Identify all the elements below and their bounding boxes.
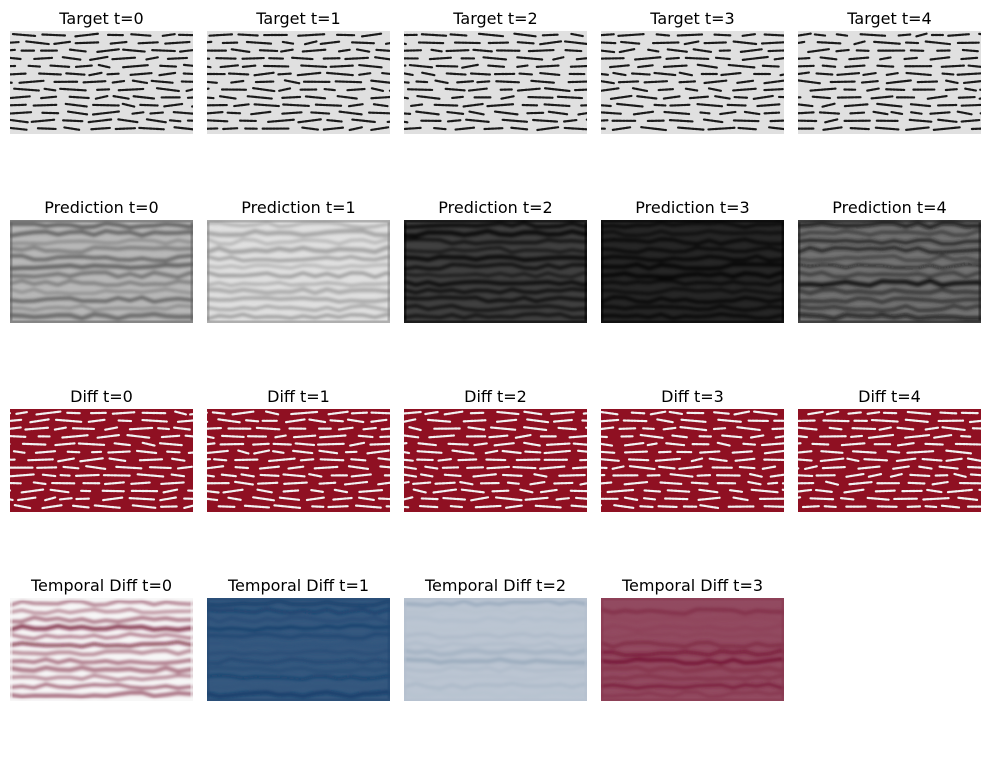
temporal-diff-image — [10, 598, 193, 701]
target-panel-title: Target t=2 — [453, 9, 538, 28]
temporal-diff-panel-title: Temporal Diff t=3 — [621, 576, 764, 595]
temporal-diff-panel-title: Temporal Diff t=0 — [30, 576, 173, 595]
diff-panel-title: Diff t=1 — [267, 387, 330, 406]
target-panel-title: Target t=1 — [256, 9, 341, 28]
diff-image — [404, 409, 587, 512]
target-panel-title: Target t=3 — [650, 9, 735, 28]
diff-image — [798, 409, 981, 512]
prediction-image — [798, 220, 981, 323]
diff-image — [10, 409, 193, 512]
target-panel-title: Target t=4 — [847, 9, 932, 28]
prediction-image — [207, 220, 390, 323]
target-image — [404, 31, 587, 134]
diff-panel-title: Diff t=4 — [858, 387, 921, 406]
target-image — [10, 31, 193, 134]
target-image — [798, 31, 981, 134]
target-image — [601, 31, 784, 134]
temporal-diff-panel-title: Temporal Diff t=2 — [424, 576, 567, 595]
temporal-diff-image — [601, 598, 784, 701]
temporal-diff-panel-title: Temporal Diff t=1 — [227, 576, 370, 595]
diff-panel-title: Diff t=3 — [661, 387, 724, 406]
target-panel-title: Target t=0 — [59, 9, 144, 28]
temporal-diff-image — [207, 598, 390, 701]
temporal-diff-image — [404, 598, 587, 701]
prediction-panel-title: Prediction t=4 — [832, 198, 947, 217]
prediction-image — [10, 220, 193, 323]
prediction-image — [404, 220, 587, 323]
prediction-panel-title: Prediction t=1 — [241, 198, 356, 217]
diff-panel-title: Diff t=2 — [464, 387, 527, 406]
prediction-image — [601, 220, 784, 323]
target-image — [207, 31, 390, 134]
diff-image — [601, 409, 784, 512]
prediction-panel-title: Prediction t=2 — [438, 198, 553, 217]
prediction-panel-title: Prediction t=0 — [44, 198, 159, 217]
prediction-panel-title: Prediction t=3 — [635, 198, 750, 217]
diff-image — [207, 409, 390, 512]
diff-panel-title: Diff t=0 — [70, 387, 133, 406]
